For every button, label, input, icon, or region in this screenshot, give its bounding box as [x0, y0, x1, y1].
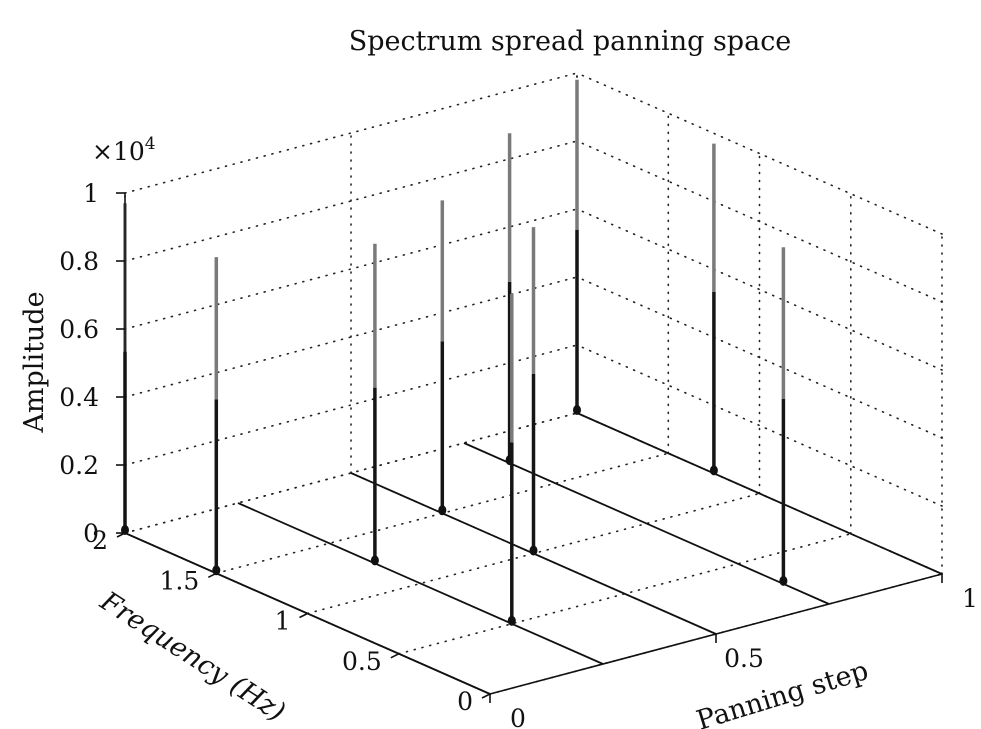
axis-layer — [116, 192, 943, 703]
spectrum-spike-base — [779, 575, 788, 586]
y-tick-label: 1 — [275, 607, 291, 636]
y-tick-label: 0.5 — [342, 647, 382, 676]
gridline-side-z — [576, 276, 943, 439]
z-tick-label: 0 — [83, 519, 99, 548]
y-tick-mark — [481, 693, 491, 699]
y-tick-mark — [299, 612, 308, 619]
z-tick-label: 0.4 — [59, 383, 99, 412]
gridline-side-z — [576, 72, 943, 235]
spectrum-spike-base — [438, 505, 447, 516]
z-tick-label: 0.2 — [59, 451, 99, 480]
y-tick-label: 0 — [457, 687, 473, 716]
z-tick-label: 1 — [83, 179, 99, 208]
z-axis-multiplier-base: ×10 — [92, 137, 145, 166]
z-axis-multiplier-exponent: 4 — [145, 134, 156, 154]
x-axis-label: Panning step — [693, 655, 872, 729]
z-axis-label: Amplitude — [19, 291, 50, 433]
y-tick-label: 2 — [92, 526, 108, 555]
gridline-side-z — [576, 208, 943, 371]
z-tick-label: 0.8 — [59, 247, 99, 276]
z-tick-label: 0.6 — [59, 315, 99, 344]
y-tick-mark — [207, 572, 217, 579]
y-tick-label: 1.5 — [160, 566, 200, 595]
y-tick-mark — [390, 653, 400, 659]
spectrum-spike-base — [507, 615, 516, 626]
spectrum-spike-base — [370, 555, 379, 566]
gridline-side-z — [576, 344, 943, 507]
x-tick-label: 0.5 — [724, 644, 764, 673]
y-axis-label: Frequency (Hz) — [94, 585, 291, 728]
x-tick-label: 1 — [962, 584, 978, 613]
slice-baseline — [576, 412, 943, 575]
z-axis-multiplier: ×104 — [92, 134, 156, 166]
spectrum-spike-base — [573, 405, 581, 415]
spectrum-spike-base — [529, 545, 538, 556]
spike-layer — [121, 79, 788, 626]
y-tick-mark — [116, 532, 126, 538]
gridline-side-z — [576, 140, 943, 303]
x-tick-label: 0 — [510, 704, 526, 729]
slice-baseline — [463, 442, 830, 605]
slice-baseline — [237, 502, 604, 665]
spectrum-spike-base — [709, 465, 718, 476]
chart-title: Spectrum spread panning space — [349, 26, 792, 57]
